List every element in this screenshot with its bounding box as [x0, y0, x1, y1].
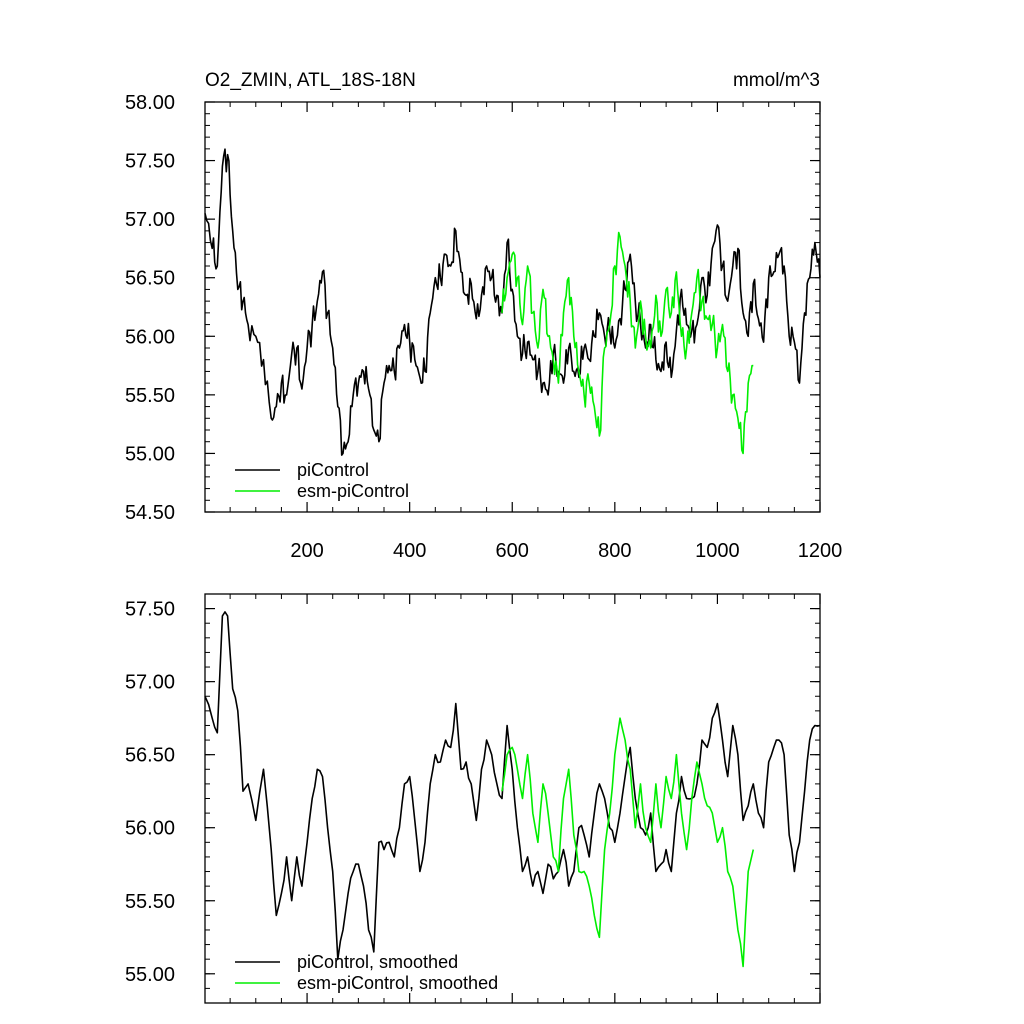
y-tick-label: 55.00 [125, 443, 175, 465]
y-tick-label: 56.50 [125, 268, 175, 290]
series-line-picontrol [204, 148, 821, 456]
x-tick-label: 1200 [798, 540, 843, 562]
series-line-esm-picontrol [501, 717, 755, 968]
x-tick-label: 200 [290, 540, 323, 562]
plot-area-bottom: 55.00 55.50 56.00 56.50 57.00 57.50 piControl,… [125, 593, 821, 1004]
legend-label: piControl [297, 460, 369, 480]
legend-label: esm-piControl [297, 481, 409, 501]
series-line-picontrol [204, 611, 821, 960]
plot-area-top: 54.50 55.00 55.50 56.00 56.50 57.00 57.50 58.00… [125, 92, 842, 562]
top-panel: O2_ZMIN, ATL_18S-18N mmol/m^3 54.50 55.00… [125, 70, 842, 562]
y-tick-label: 55.00 [125, 964, 175, 986]
chart-title: O2_ZMIN, ATL_18S-18N [205, 70, 416, 91]
y-tick-label: 56.00 [125, 326, 175, 348]
y-tick-label: 57.00 [125, 672, 175, 694]
y-tick-label: 58.00 [125, 92, 175, 114]
y-tick-label: 57.50 [125, 151, 175, 173]
x-tick-label: 1000 [695, 540, 740, 562]
legend-label: piControl, smoothed [297, 952, 458, 972]
plot-frame [204, 101, 821, 513]
y-tick-label: 56.50 [125, 745, 175, 767]
plot-frame [204, 593, 821, 1004]
legend-label: esm-piControl, smoothed [297, 973, 498, 993]
units-label: mmol/m^3 [733, 70, 820, 91]
y-tick-label: 54.50 [125, 502, 175, 524]
x-tick-label: 800 [598, 540, 631, 562]
y-tick-label: 55.50 [125, 891, 175, 913]
bottom-panel: 55.00 55.50 56.00 56.50 57.00 57.50 piControl,… [125, 593, 821, 1004]
series-line-esm-picontrol [501, 231, 754, 455]
y-tick-label: 57.00 [125, 209, 175, 231]
y-tick-label: 55.50 [125, 385, 175, 407]
y-tick-label: 56.00 [125, 818, 175, 840]
y-tick-label: 57.50 [125, 599, 175, 621]
x-tick-label: 400 [393, 540, 426, 562]
x-tick-label: 600 [496, 540, 529, 562]
